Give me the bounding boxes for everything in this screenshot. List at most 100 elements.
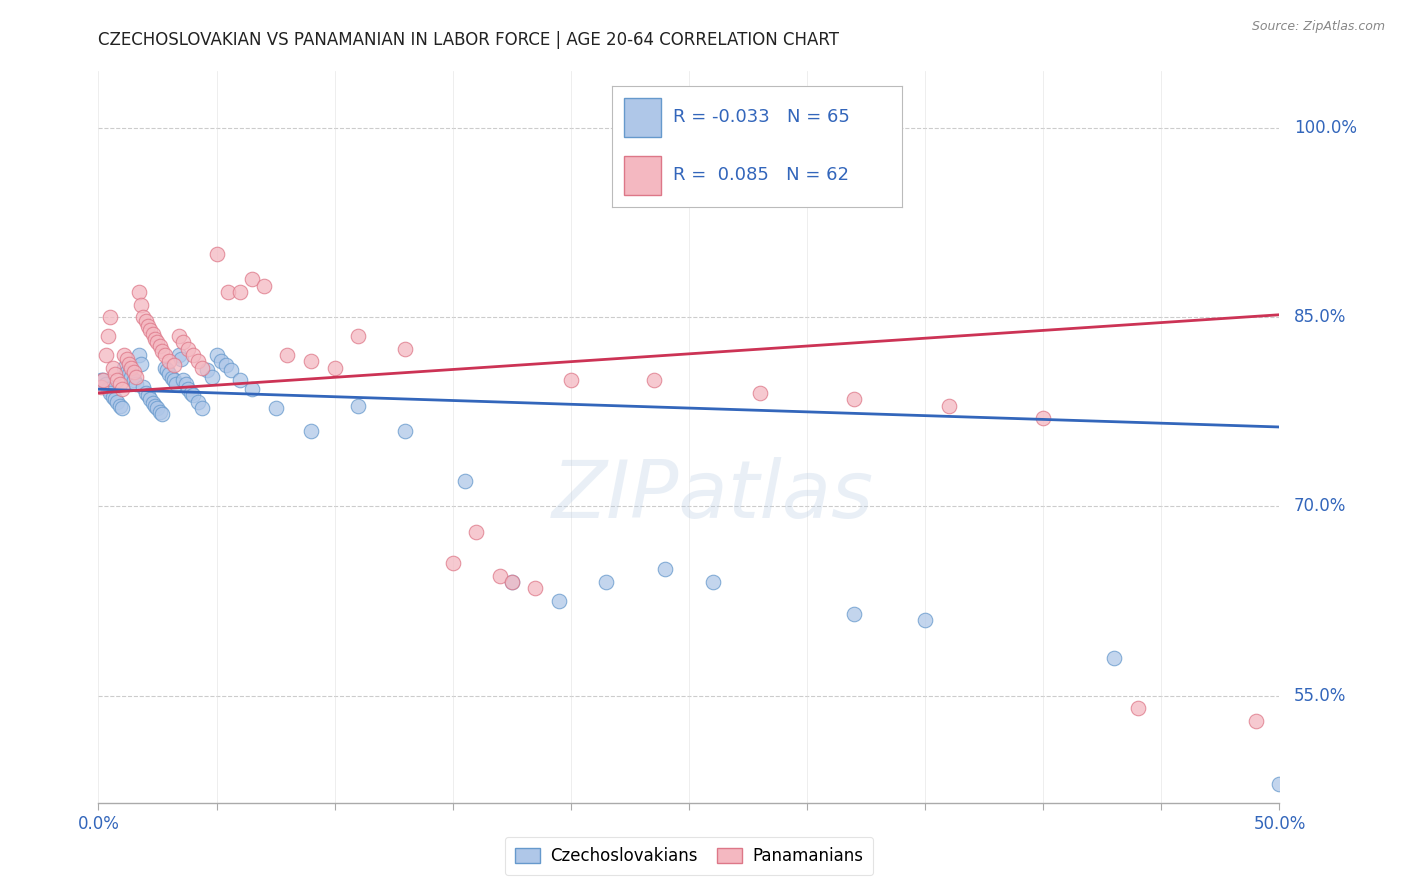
Point — [136, 319, 159, 334]
Point — [748, 386, 770, 401]
Point — [105, 373, 128, 387]
Point — [129, 357, 152, 371]
Point — [1126, 701, 1149, 715]
Point — [153, 348, 176, 362]
Point — [146, 401, 169, 415]
Point — [136, 388, 159, 402]
Point — [125, 377, 148, 392]
Point — [128, 285, 150, 299]
Point — [643, 373, 665, 387]
Point — [172, 335, 194, 350]
Point — [125, 369, 148, 384]
Text: Source: ZipAtlas.com: Source: ZipAtlas.com — [1251, 20, 1385, 33]
Point — [153, 360, 176, 375]
Text: 55.0%: 55.0% — [1294, 687, 1346, 705]
Point — [94, 377, 117, 392]
Point — [146, 335, 169, 350]
Point — [112, 360, 135, 375]
Point — [143, 332, 166, 346]
Point — [253, 278, 276, 293]
Point — [90, 373, 112, 387]
Point — [160, 371, 183, 385]
Point — [150, 408, 173, 422]
Point — [118, 367, 141, 381]
Point — [501, 575, 523, 590]
Point — [157, 354, 180, 368]
Point — [394, 424, 416, 438]
Point — [1268, 777, 1291, 791]
Point — [157, 367, 180, 381]
Point — [108, 377, 131, 392]
Point — [112, 348, 135, 362]
Point — [97, 382, 120, 396]
Point — [115, 351, 138, 366]
Point — [174, 377, 197, 392]
Point — [441, 556, 464, 570]
Text: CZECHOSLOVAKIAN VS PANAMANIAN IN LABOR FORCE | AGE 20-64 CORRELATION CHART: CZECHOSLOVAKIAN VS PANAMANIAN IN LABOR F… — [98, 31, 839, 49]
Point — [276, 348, 298, 362]
Point — [560, 373, 582, 387]
Point — [111, 382, 134, 396]
Point — [167, 329, 190, 343]
Point — [177, 342, 200, 356]
Point — [143, 399, 166, 413]
Text: 100.0%: 100.0% — [1294, 120, 1357, 137]
Point — [98, 386, 121, 401]
Point — [128, 348, 150, 362]
Point — [209, 354, 232, 368]
Point — [453, 474, 475, 488]
Point — [122, 373, 145, 387]
Point — [132, 310, 155, 325]
Point — [129, 298, 152, 312]
Point — [394, 342, 416, 356]
Point — [111, 401, 134, 415]
Point — [844, 607, 866, 621]
Point — [844, 392, 866, 407]
Point — [135, 386, 157, 401]
Point — [217, 285, 239, 299]
Point — [181, 348, 204, 362]
Point — [132, 379, 155, 393]
Text: 85.0%: 85.0% — [1294, 309, 1346, 326]
Point — [139, 392, 162, 407]
Point — [91, 373, 114, 387]
Point — [205, 247, 228, 261]
Point — [654, 562, 676, 576]
Point — [524, 582, 547, 596]
Point — [938, 399, 960, 413]
Point — [229, 373, 252, 387]
Point — [347, 399, 370, 413]
Point — [121, 360, 143, 375]
Point — [98, 310, 121, 325]
Point — [101, 360, 124, 375]
Point — [229, 285, 252, 299]
Point — [105, 394, 128, 409]
Point — [115, 364, 138, 378]
Point — [167, 348, 190, 362]
Point — [205, 348, 228, 362]
Point — [501, 575, 523, 590]
Point — [172, 373, 194, 387]
Point — [108, 399, 131, 413]
Point — [104, 367, 127, 381]
Point — [595, 575, 617, 590]
Point — [156, 363, 179, 377]
Point — [170, 351, 193, 366]
Legend: Czechoslovakians, Panamanians: Czechoslovakians, Panamanians — [505, 837, 873, 875]
Point — [1032, 411, 1054, 425]
Point — [489, 569, 512, 583]
Point — [122, 364, 145, 378]
Point — [181, 388, 204, 402]
Point — [465, 524, 488, 539]
Point — [195, 363, 218, 377]
Point — [121, 369, 143, 384]
Point — [90, 379, 112, 393]
Point — [240, 272, 263, 286]
Point — [163, 373, 186, 387]
Point — [548, 594, 571, 608]
Point — [118, 357, 141, 371]
Point — [149, 405, 172, 419]
Point — [323, 360, 346, 375]
Text: 70.0%: 70.0% — [1294, 498, 1346, 516]
Point — [299, 354, 322, 368]
